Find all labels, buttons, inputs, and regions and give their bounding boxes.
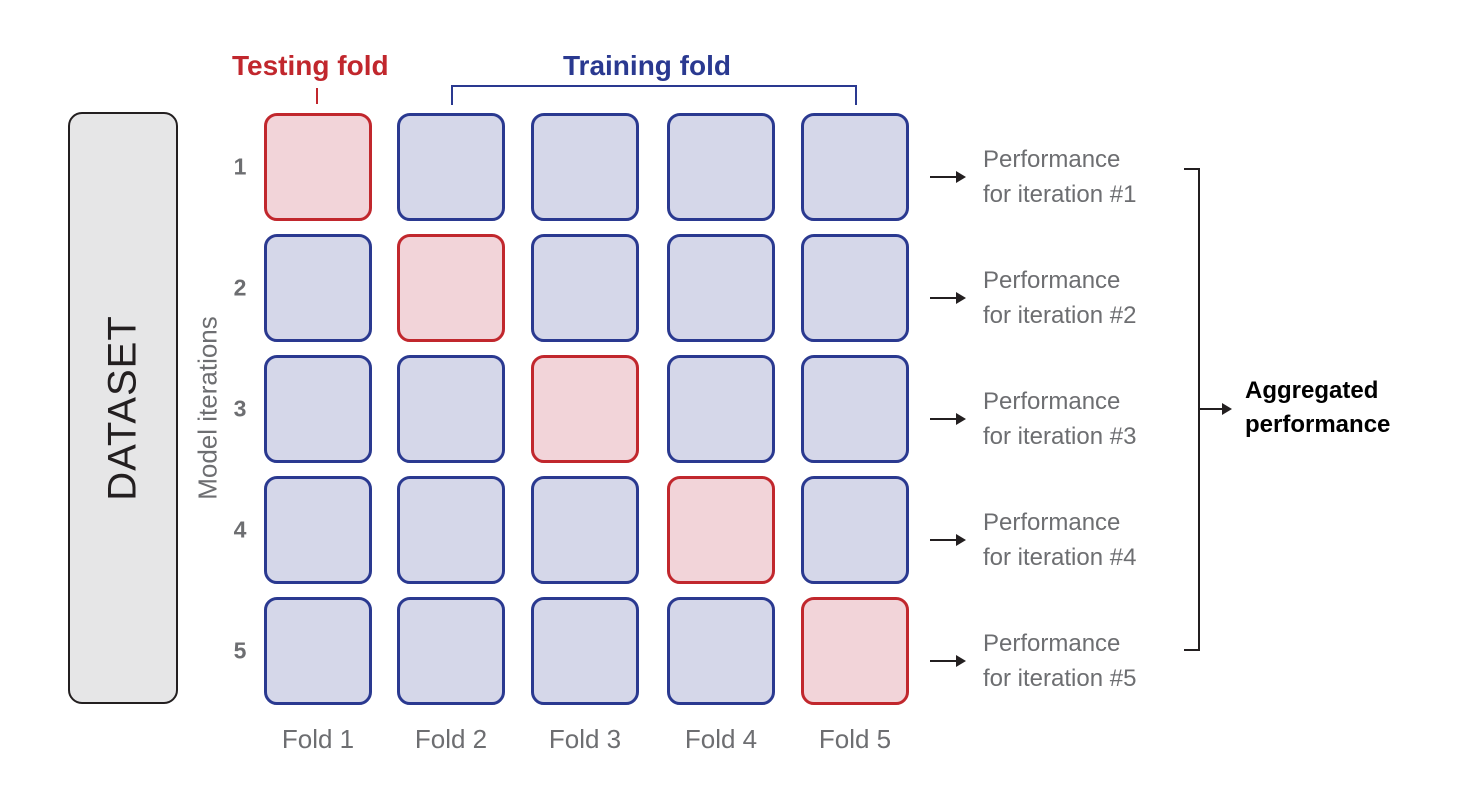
performance-line1: Performance (983, 630, 1121, 657)
training-fold-cell (801, 355, 909, 463)
training-fold-cell (531, 234, 639, 342)
training-fold-cell (264, 234, 372, 342)
aggregation-arrow (1200, 403, 1232, 415)
performance-line1: Performance (983, 146, 1121, 173)
training-fold-cell (397, 597, 505, 705)
training-fold-cell (531, 597, 639, 705)
model-iterations-axis-label: Model iterations (192, 316, 223, 500)
training-fold-header: Training fold (563, 50, 731, 81)
training-fold-cell (667, 597, 775, 705)
performance-arrow (930, 171, 966, 183)
training-fold-cell (397, 355, 505, 463)
performance-arrow (930, 413, 966, 425)
training-fold-cell (667, 355, 775, 463)
performance-line1: Performance (983, 509, 1121, 536)
dataset-label: DATASET (100, 315, 145, 501)
performance-label: Performance for iteration #1 (983, 142, 1136, 212)
testing-fold-cell (264, 113, 372, 221)
testing-fold-tick (316, 88, 318, 104)
performance-arrow (930, 534, 966, 546)
fold-label: Fold 4 (684, 724, 758, 754)
training-fold-cell (801, 113, 909, 221)
performance-label: Performance for iteration #3 (983, 384, 1136, 454)
training-fold-cell (264, 476, 372, 584)
fold-label: Fold 1 (281, 724, 355, 754)
testing-fold-cell (531, 355, 639, 463)
training-fold-cell (264, 355, 372, 463)
dataset-box (68, 112, 178, 704)
performance-label: Performance for iteration #4 (983, 505, 1136, 575)
performance-label: Performance for iteration #5 (983, 626, 1136, 696)
performance-line2: for iteration #1 (983, 181, 1137, 208)
performance-line1: Performance (983, 267, 1121, 294)
training-fold-cell (397, 476, 505, 584)
fold-label: Fold 3 (548, 724, 622, 754)
testing-fold-cell (667, 476, 775, 584)
performance-line2: for iteration #5 (983, 665, 1137, 692)
training-fold-cell (801, 476, 909, 584)
performance-line1: Performance (983, 388, 1121, 415)
performance-label: Performance for iteration #2 (983, 263, 1136, 333)
training-fold-cell (397, 113, 505, 221)
training-fold-bracket (451, 85, 857, 105)
performance-line2: for iteration #3 (983, 423, 1137, 450)
training-fold-cell (667, 234, 775, 342)
aggregated-performance-label: Aggregated performance (1245, 374, 1390, 442)
aggregated-line1: Aggregated (1245, 377, 1379, 404)
testing-fold-header: Testing fold (232, 50, 389, 81)
training-fold-cell (667, 113, 775, 221)
testing-fold-cell (801, 597, 909, 705)
performance-line2: for iteration #4 (983, 544, 1137, 571)
performance-line2: for iteration #2 (983, 302, 1137, 329)
training-fold-cell (531, 476, 639, 584)
aggregated-line2: performance (1245, 411, 1391, 438)
performance-arrow (930, 655, 966, 667)
training-fold-cell (531, 113, 639, 221)
testing-fold-cell (397, 234, 505, 342)
fold-label: Fold 2 (414, 724, 488, 754)
training-fold-cell (264, 597, 372, 705)
fold-label: Fold 5 (818, 724, 892, 754)
aggregation-bracket (1184, 168, 1200, 651)
performance-arrow (930, 292, 966, 304)
training-fold-cell (801, 234, 909, 342)
